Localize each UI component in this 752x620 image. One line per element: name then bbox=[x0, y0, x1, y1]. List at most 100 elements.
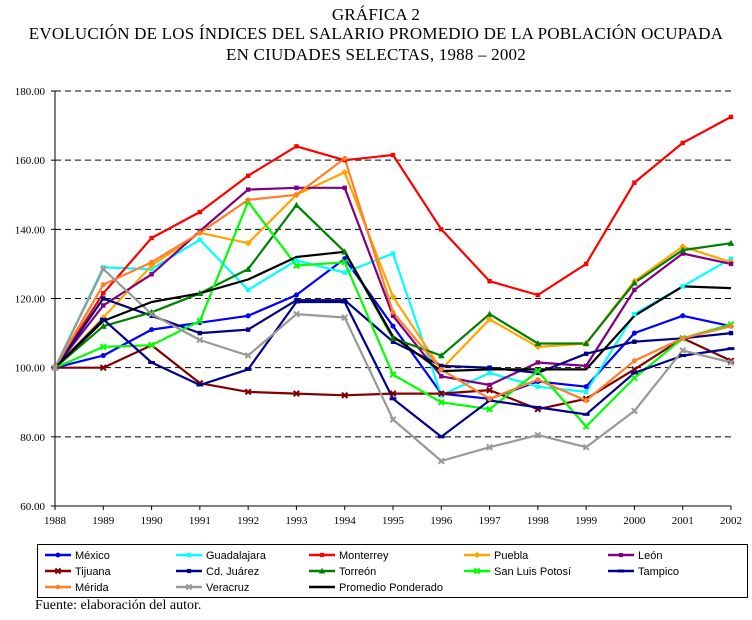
data-point bbox=[101, 282, 106, 287]
data-point bbox=[294, 192, 299, 197]
data-point bbox=[341, 169, 348, 176]
x-tick-label: 1990 bbox=[141, 515, 164, 527]
data-point bbox=[584, 262, 588, 266]
data-point bbox=[246, 313, 251, 318]
data-point bbox=[681, 141, 685, 145]
data-point bbox=[632, 312, 636, 316]
data-point bbox=[728, 324, 733, 329]
source-note: Fuente: elaboración del autor. bbox=[35, 598, 201, 614]
line-chart: 60.00 80.00 100.00 120.00 140.00 160.00 180.00… bbox=[0, 78, 752, 530]
data-point bbox=[101, 353, 106, 358]
chart-title-line-2: EVOLUCIÓN DE LOS ÍNDICES DEL SALARIO PRO… bbox=[0, 24, 752, 43]
data-point bbox=[246, 187, 250, 191]
data-point bbox=[245, 368, 252, 371]
data-point bbox=[390, 324, 395, 329]
series-lines bbox=[55, 117, 731, 461]
data-point bbox=[584, 364, 588, 368]
data-point bbox=[293, 202, 300, 208]
data-point bbox=[679, 354, 686, 357]
data-point bbox=[729, 262, 733, 266]
legend-label: Puebla bbox=[494, 550, 529, 562]
data-point bbox=[294, 186, 298, 190]
legend-label: Tijuana bbox=[75, 566, 112, 578]
data-point bbox=[487, 383, 491, 387]
legend-label: San Luis Potosí bbox=[494, 566, 571, 578]
data-point bbox=[294, 144, 298, 148]
data-point bbox=[149, 272, 153, 276]
x-tick-label: 1993 bbox=[285, 515, 308, 527]
data-point bbox=[487, 396, 492, 401]
data-point bbox=[341, 300, 348, 303]
y-tick-label: 80.00 bbox=[20, 432, 45, 444]
chart-title-line-1: GRÁFICA 2 bbox=[0, 5, 752, 24]
data-point bbox=[343, 186, 347, 190]
legend-entries: México Guadalajara Monterrey Puebla León Tiju… bbox=[38, 545, 747, 597]
data-point bbox=[536, 293, 540, 297]
legend: México Guadalajara Monterrey Puebla León Tiju… bbox=[37, 544, 748, 598]
x-tick-label: 2002 bbox=[720, 515, 742, 527]
data-point bbox=[197, 230, 202, 235]
legend-marker bbox=[619, 553, 623, 557]
legend-marker bbox=[320, 553, 324, 557]
legend-label: Veracruz bbox=[206, 582, 249, 594]
data-point bbox=[534, 406, 541, 409]
data-point bbox=[101, 291, 105, 295]
data-point bbox=[536, 384, 540, 388]
data-point bbox=[390, 397, 397, 400]
x-tick-label: 1989 bbox=[92, 515, 115, 527]
legend-marker bbox=[56, 553, 61, 558]
data-point bbox=[198, 210, 202, 214]
data-point bbox=[149, 236, 153, 240]
data-point bbox=[148, 361, 155, 364]
data-point bbox=[294, 292, 299, 297]
data-point bbox=[198, 237, 202, 241]
data-point bbox=[486, 311, 493, 317]
data-point bbox=[536, 360, 540, 364]
data-point bbox=[294, 258, 298, 262]
data-point bbox=[632, 180, 636, 184]
chart-title-line-3: EN CIUDADES SELECTAS, 1988 – 2002 bbox=[0, 45, 752, 64]
data-point bbox=[100, 318, 107, 321]
data-point bbox=[583, 424, 588, 429]
data-point bbox=[728, 347, 735, 350]
legend-label: Tampico bbox=[638, 566, 679, 578]
legend-label: Promedio Ponderado bbox=[339, 582, 443, 594]
data-point bbox=[729, 331, 733, 335]
data-point bbox=[439, 374, 443, 378]
data-point bbox=[584, 352, 588, 356]
data-point bbox=[729, 115, 733, 119]
x-tick-label: 1988 bbox=[44, 515, 67, 527]
legend-label: Torreón bbox=[339, 566, 376, 578]
data-point bbox=[680, 336, 685, 341]
legend-marker bbox=[187, 569, 191, 573]
data-point bbox=[246, 174, 250, 178]
data-point bbox=[149, 327, 154, 332]
data-point bbox=[632, 331, 637, 336]
data-point bbox=[198, 331, 202, 335]
x-tick-label: 1995 bbox=[382, 515, 405, 527]
data-point bbox=[439, 227, 443, 231]
data-point bbox=[487, 365, 491, 369]
data-point bbox=[632, 408, 637, 413]
data-point bbox=[487, 371, 491, 375]
x-tick-label: 2001 bbox=[672, 515, 694, 527]
data-point bbox=[101, 296, 105, 300]
x-tick-label: 1996 bbox=[430, 515, 453, 527]
data-point bbox=[101, 303, 105, 307]
legend-label: México bbox=[75, 550, 110, 562]
y-tick-label: 180.00 bbox=[15, 86, 46, 98]
legend-marker bbox=[474, 552, 480, 558]
data-point bbox=[632, 358, 637, 363]
grid-lines bbox=[55, 91, 731, 437]
legend-label: Guadalajara bbox=[206, 550, 267, 562]
data-point bbox=[535, 377, 540, 382]
data-point bbox=[584, 398, 589, 403]
data-point bbox=[584, 384, 589, 389]
data-point bbox=[583, 413, 590, 416]
legend-marker bbox=[187, 553, 191, 557]
data-point bbox=[681, 284, 685, 288]
y-tick-label: 60.00 bbox=[20, 501, 45, 513]
x-tick-label: 1998 bbox=[527, 515, 550, 527]
legend-label: León bbox=[638, 550, 662, 562]
data-point bbox=[293, 300, 300, 303]
